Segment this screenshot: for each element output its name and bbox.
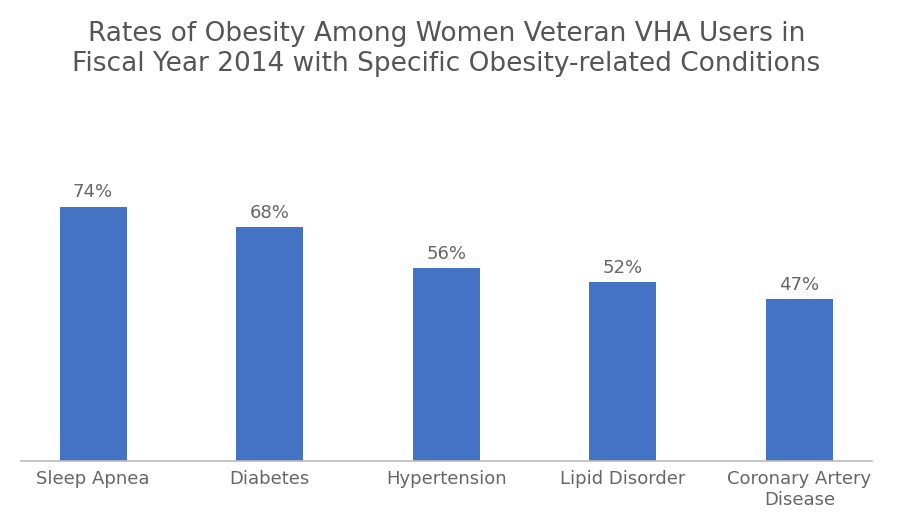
Text: 56%: 56% <box>426 245 466 263</box>
Bar <box>766 299 833 461</box>
Text: 68%: 68% <box>250 204 290 222</box>
Text: 47%: 47% <box>779 276 820 294</box>
Bar <box>589 282 656 461</box>
Bar <box>60 207 127 461</box>
Bar <box>236 227 303 461</box>
Title: Rates of Obesity Among Women Veteran VHA Users in
Fiscal Year 2014 with Specific: Rates of Obesity Among Women Veteran VHA… <box>72 21 820 77</box>
Text: 52%: 52% <box>603 259 643 277</box>
Bar <box>413 268 480 461</box>
Text: 74%: 74% <box>73 183 113 201</box>
